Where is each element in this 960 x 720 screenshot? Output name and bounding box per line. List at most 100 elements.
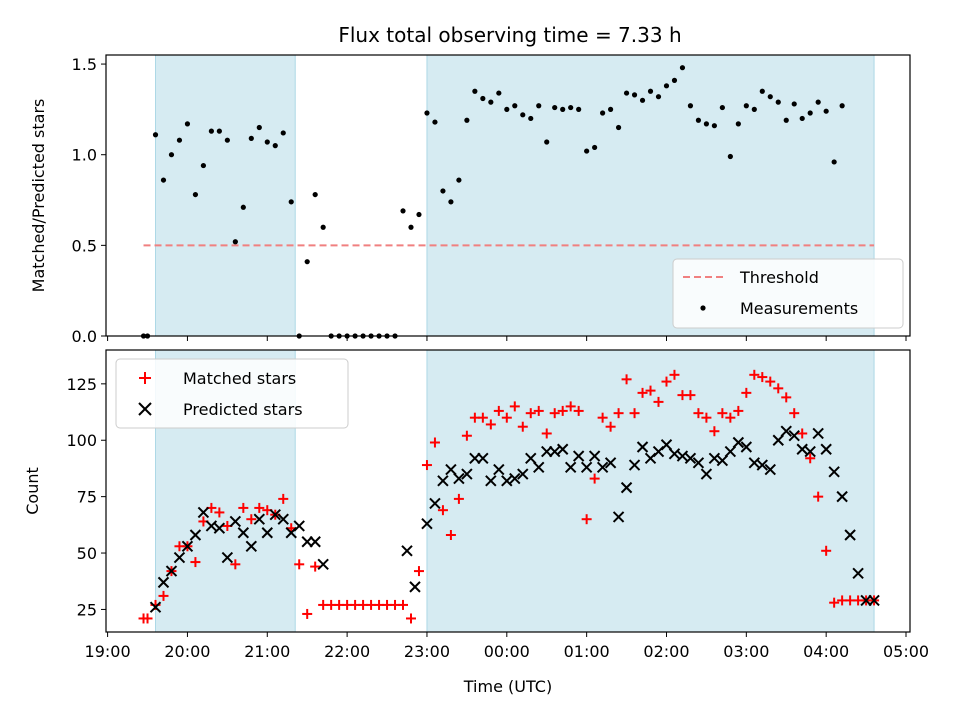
matched-point — [214, 507, 225, 518]
matched-point — [605, 421, 616, 432]
predicted-point-b — [732, 436, 745, 449]
predicted-point — [788, 430, 800, 442]
measurement-point — [448, 199, 454, 205]
matched-point — [581, 514, 592, 525]
predicted-point — [636, 441, 649, 453]
predicted-point — [676, 450, 689, 462]
x-tick-label: 00:00 — [484, 642, 530, 661]
x-tick-label: 20:00 — [164, 642, 210, 661]
top-y-tick-label: 1.5 — [72, 55, 97, 74]
predicted-point — [149, 601, 162, 613]
predicted-point-b — [788, 430, 800, 442]
measurement-point — [280, 130, 286, 136]
measurement-point — [200, 162, 207, 169]
x-tick-label: 22:00 — [324, 642, 370, 661]
matched-point — [445, 529, 456, 540]
matched-point — [749, 369, 760, 380]
measurement-point — [432, 119, 438, 125]
predicted-point — [157, 576, 170, 589]
predicted-point-b — [684, 452, 697, 464]
predicted-point — [409, 581, 421, 593]
measurement-point — [600, 110, 606, 116]
predicted-point — [716, 454, 729, 467]
predicted-point — [572, 450, 585, 462]
measurement-point — [815, 99, 821, 105]
matched-point — [629, 408, 640, 419]
measurement-point — [536, 103, 542, 109]
matched-point — [621, 374, 632, 385]
predicted-point — [485, 475, 497, 487]
matched-point — [765, 376, 776, 387]
matched-point — [142, 613, 153, 624]
predicted-point-b — [445, 463, 457, 476]
matched-point — [158, 590, 169, 601]
predicted-point-b — [517, 468, 529, 480]
predicted-point-b — [796, 443, 808, 455]
predicted-point — [772, 434, 784, 446]
predicted-point-b — [700, 468, 713, 480]
measurement-point — [823, 108, 829, 114]
measurement-legend-label: Measurements — [740, 299, 858, 318]
predicted-point-b — [293, 520, 305, 532]
predicted-point — [181, 540, 194, 552]
x-tick-label: 23:00 — [404, 642, 450, 661]
measurement-point — [839, 103, 845, 109]
predicted-point — [245, 540, 258, 552]
measurement-point — [751, 106, 757, 112]
predicted-point — [796, 443, 808, 455]
bottom-legend-box — [115, 358, 349, 429]
predicted-point-b — [245, 540, 258, 552]
predicted-point — [453, 472, 465, 485]
matched-point — [461, 430, 472, 441]
matched-point — [549, 408, 560, 419]
bottom-y-ticks: 25 50 75 100 125 — [66, 375, 106, 619]
measurement-point — [783, 117, 789, 123]
matched-point — [653, 396, 664, 407]
predicted-point — [269, 508, 281, 521]
top-x-ticks — [107, 336, 907, 341]
matched-point — [701, 412, 712, 423]
matched-legend-swatch — [139, 372, 151, 384]
predicted-point — [461, 468, 473, 480]
measurement-point — [576, 106, 582, 112]
matched-point — [573, 405, 584, 416]
predicted-point-b — [612, 511, 625, 523]
predicted-point-b — [764, 463, 776, 476]
measurement-point — [647, 88, 654, 94]
predicted-point-b — [668, 448, 681, 460]
x-tick-label: 02:00 — [643, 642, 689, 661]
predicted-point — [604, 457, 617, 469]
predicted-point-b — [692, 457, 705, 469]
matched-point — [405, 613, 416, 624]
predicted-point — [493, 463, 505, 476]
top-bands — [155, 54, 875, 337]
matched-point — [421, 460, 432, 471]
bottom-y-axis-label: Count — [23, 467, 42, 515]
matched-point — [517, 421, 528, 432]
matched-legend-marker — [139, 372, 151, 384]
predicted-point-b — [628, 459, 641, 471]
measurement-point — [663, 83, 670, 89]
matched-point — [302, 608, 313, 619]
measurement-point — [256, 124, 262, 131]
measurement-point — [288, 199, 294, 205]
matched-point — [757, 372, 768, 383]
measurement-point — [711, 123, 717, 129]
predicted-point — [501, 475, 513, 487]
predicted-point-b — [229, 515, 242, 528]
top-axes-frame — [105, 54, 911, 337]
measurement-point — [320, 224, 326, 230]
measurement-point — [496, 90, 502, 96]
predicted-point-b — [852, 567, 864, 580]
predicted-point-b — [165, 565, 178, 577]
predicted-point — [556, 443, 569, 455]
matched-point — [821, 545, 832, 556]
predicted-point — [580, 461, 593, 474]
measurement-point — [607, 106, 614, 112]
predicted-point — [429, 497, 441, 510]
matched-point — [773, 383, 784, 394]
measurement-point — [216, 128, 222, 134]
predicted-point — [221, 551, 234, 564]
measurement-point — [679, 65, 686, 71]
top-legend: Threshold Measurements — [672, 258, 904, 329]
